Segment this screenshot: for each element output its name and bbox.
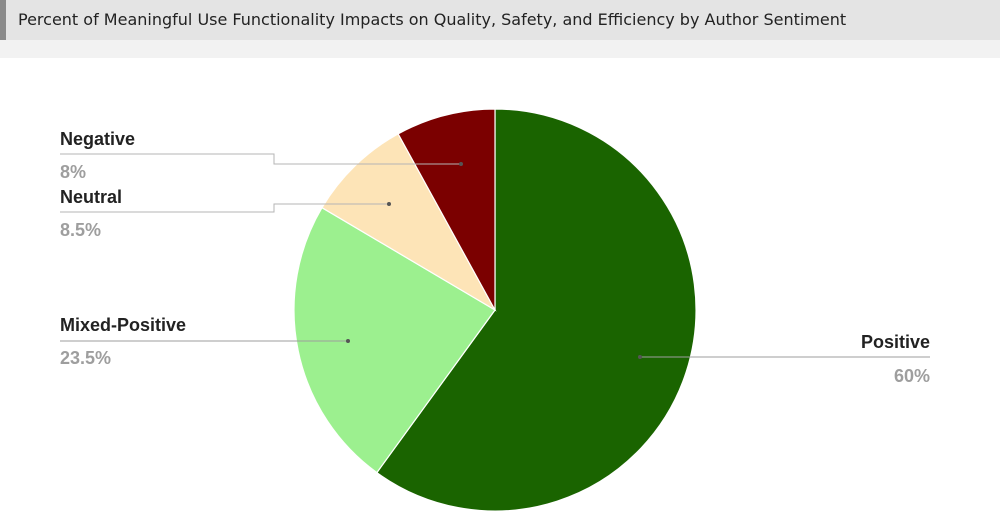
slice-label-mixed-positive: Mixed-Positive [60,315,186,335]
leader-dot-positive [638,355,642,359]
slice-value-negative: 8% [60,162,86,182]
pie-slice-mixed-positive [293,206,496,474]
pie-slice-negative [397,108,496,311]
pie-slice-positive [376,108,697,512]
slice-label-negative: Negative [60,129,135,149]
leader-dot-mixed-positive [346,339,350,343]
leader-dot-neutral [387,202,391,206]
slice-value-mixed-positive: 23.5% [60,348,111,368]
pie-slice-neutral [321,133,497,312]
leader-line-negative [60,153,461,165]
chart-title: Percent of Meaningful Use Functionality … [18,10,847,29]
pie-slices [293,108,697,512]
leader-line-neutral [60,203,389,213]
slice-value-positive: 60% [894,366,930,386]
slice-value-neutral: 8.5% [60,220,101,240]
chart-title-bar: Percent of Meaningful Use Functionality … [0,0,1000,40]
leader-dot-negative [459,162,463,166]
slice-label-positive: Positive [861,332,930,352]
slice-label-neutral: Neutral [60,187,122,207]
